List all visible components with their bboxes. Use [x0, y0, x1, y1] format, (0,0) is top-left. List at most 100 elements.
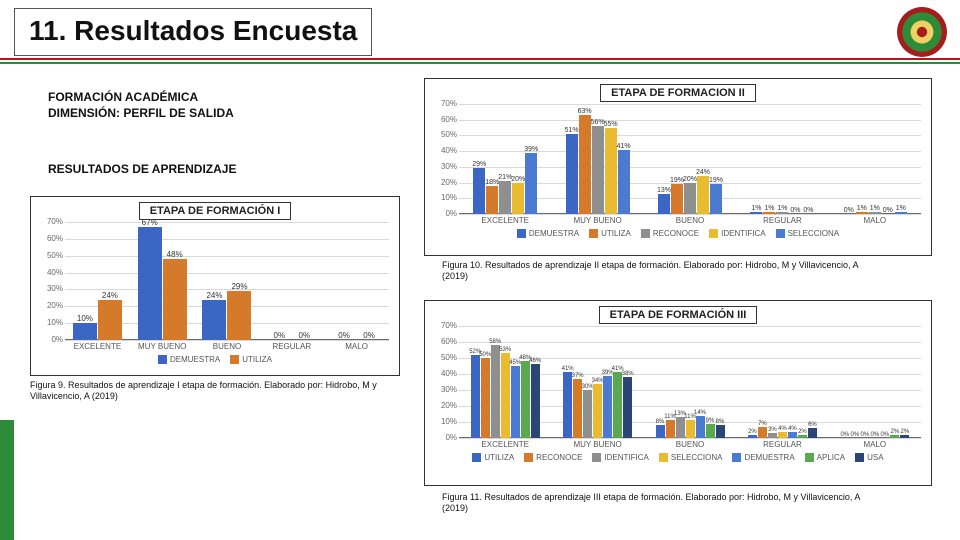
bar-group: 67%48% — [130, 222, 195, 340]
bar-value: 1% — [870, 205, 880, 212]
bar: 38% — [623, 377, 632, 438]
bar: 24% — [202, 300, 226, 340]
bar: 41% — [613, 372, 622, 438]
chart-title: ETAPA DE FORMACION II — [600, 84, 756, 102]
legend-label: IDENTIFICA — [604, 453, 648, 462]
y-tick: 20% — [431, 401, 457, 410]
legend-label: SELECCIONA — [671, 453, 723, 462]
bar: 2% — [890, 435, 899, 438]
bar-value: 56% — [591, 119, 605, 126]
bar: 4% — [778, 432, 787, 438]
bar-value: 0% — [299, 331, 311, 340]
accent-rule-red — [0, 58, 960, 60]
legend-item: USA — [855, 453, 883, 462]
bar-group: 24%29% — [195, 222, 260, 340]
y-tick: 70% — [431, 99, 457, 108]
bar-value: 51% — [565, 127, 579, 134]
legend-swatch — [592, 453, 601, 462]
bar: 50% — [481, 358, 490, 438]
legend-label: RECONOCE — [653, 229, 699, 238]
bar-group: 51%63%56%55%41% — [551, 104, 643, 214]
espe-logo — [896, 6, 948, 58]
bar: 2% — [900, 435, 909, 438]
bar: 20% — [684, 183, 696, 214]
bar: 1% — [750, 212, 762, 214]
y-tick: 30% — [431, 385, 457, 394]
bar: 58% — [491, 345, 500, 438]
bar-value: 2% — [900, 429, 909, 435]
x-category: REGULAR — [259, 340, 324, 351]
bar-value: 46% — [529, 358, 541, 364]
bar-value: 55% — [604, 121, 618, 128]
slide-title-box: 11. Resultados Encuesta — [14, 8, 372, 56]
legend-item: DEMUESTRA — [158, 355, 220, 364]
legend-item: DEMUESTRA — [517, 229, 579, 238]
bar-value: 24% — [696, 169, 710, 176]
heading-dimension: DIMENSIÓN: PERFIL DE SALIDA — [48, 106, 234, 120]
legend-label: UTILIZA — [484, 453, 514, 462]
x-category: MALO — [324, 340, 389, 351]
y-tick: 20% — [37, 301, 63, 310]
y-tick: 60% — [431, 337, 457, 346]
bar-group: 29%18%21%20%39% — [459, 104, 551, 214]
bar: 30% — [583, 390, 592, 438]
bar: 4% — [788, 432, 797, 438]
bar-value: 0% — [860, 432, 869, 438]
bar-value: 0% — [870, 432, 879, 438]
bar: 14% — [696, 416, 705, 438]
bar-value: 2% — [798, 429, 807, 435]
bar-group: 1%1%1%0%0% — [736, 104, 828, 214]
bar-value: 0% — [850, 432, 859, 438]
bar-group: 13%19%20%24%19% — [644, 104, 736, 214]
bar: 1% — [856, 212, 868, 214]
bar-value: 0% — [880, 432, 889, 438]
bar-value: 1% — [777, 205, 787, 212]
bar: 1% — [776, 212, 788, 214]
legend-item: UTILIZA — [230, 355, 272, 364]
bar-value: 8% — [716, 419, 725, 425]
x-category: EXCELENTE — [459, 214, 551, 225]
bar-group: 0%0%0%0%0%2%2% — [829, 326, 921, 438]
legend-label: DEMUESTRA — [170, 355, 220, 364]
accent-rule-green — [0, 62, 960, 64]
y-tick: 10% — [37, 318, 63, 327]
bar-value: 37% — [572, 373, 584, 379]
legend-label: DEMUESTRA — [529, 229, 579, 238]
bar-value: 0% — [883, 207, 893, 214]
bar-value: 1% — [857, 205, 867, 212]
bar-value: 41% — [617, 143, 631, 150]
bar: 1% — [895, 212, 907, 214]
bar-value: 4% — [788, 426, 797, 432]
bar-group: 52%50%58%53%45%48%46% — [459, 326, 551, 438]
bar: 39% — [525, 153, 537, 214]
legend-item: IDENTIFICA — [592, 453, 648, 462]
bar: 9% — [706, 424, 715, 438]
bar-value: 21% — [498, 174, 512, 181]
bar-group: 10%24% — [65, 222, 130, 340]
x-category: BUENO — [644, 214, 736, 225]
bar: 41% — [618, 150, 630, 214]
legend-label: UTILIZA — [242, 355, 272, 364]
bar-group: 41%37%30%34%39%41%38% — [551, 326, 643, 438]
y-tick: 10% — [431, 417, 457, 426]
legend-item: SELECCIONA — [776, 229, 840, 238]
x-category: EXCELENTE — [459, 438, 551, 449]
bar-value: 13% — [657, 187, 671, 194]
bar-value: 3% — [768, 427, 777, 433]
bar-value: 38% — [622, 371, 634, 377]
legend-item: APLICA — [805, 453, 845, 462]
legend-swatch — [472, 453, 481, 462]
chart-title: ETAPA DE FORMACIÓN III — [599, 306, 758, 324]
bar: 13% — [676, 417, 685, 438]
chart-legend: UTILIZARECONOCEIDENTIFICASELECCIONADEMUE… — [431, 453, 925, 462]
chart-legend: DEMUESTRA UTILIZA — [37, 355, 393, 364]
y-tick: 20% — [431, 178, 457, 187]
bar: 20% — [512, 183, 524, 214]
chart-title: ETAPA DE FORMACIÓN I — [139, 202, 292, 220]
bar: 11% — [686, 420, 695, 438]
bar-value: 50% — [479, 352, 491, 358]
y-tick: 10% — [431, 193, 457, 202]
accent-corner — [0, 420, 14, 540]
bar-value: 0% — [840, 432, 849, 438]
x-category: REGULAR — [736, 214, 828, 225]
